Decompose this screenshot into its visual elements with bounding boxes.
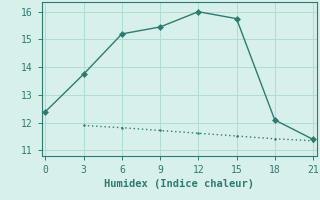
X-axis label: Humidex (Indice chaleur): Humidex (Indice chaleur) (104, 179, 254, 189)
